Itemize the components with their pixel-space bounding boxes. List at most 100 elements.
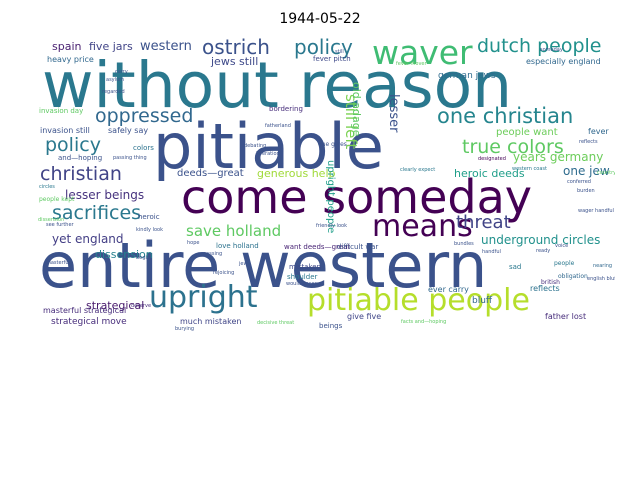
cloud-word: western coast	[512, 166, 547, 172]
cloud-word: heavy price	[47, 55, 94, 64]
cloud-word: english bluff	[587, 276, 615, 282]
cloud-word: friendly look	[316, 223, 347, 229]
cloud-word: decisive threat	[257, 320, 295, 326]
cloud-word: still left	[342, 94, 360, 150]
cloud-word: masterful strategical	[43, 306, 127, 315]
cloud-word: someday	[540, 47, 563, 53]
cloud-word: reflects	[530, 284, 560, 293]
cloud-word: bluff	[472, 296, 493, 306]
cloud-word: handful	[482, 249, 501, 255]
cloud-word: regarded	[102, 89, 125, 95]
cloud-word: underground circles	[481, 233, 601, 247]
cloud-word: generous help	[257, 167, 336, 180]
cloud-word: deeds—great	[177, 168, 244, 179]
chart-title: 1944-05-22	[279, 11, 361, 27]
cloud-word: burden	[577, 188, 595, 194]
cloud-word: pitiable	[153, 110, 384, 183]
cloud-word: policy	[45, 134, 101, 156]
cloud-word: love holland	[216, 242, 259, 250]
cloud-word: fatherland	[265, 123, 291, 129]
cloud-word: without reason	[42, 49, 513, 122]
cloud-word: british	[541, 279, 560, 286]
cloud-word: colors	[133, 144, 154, 152]
cloud-word: people want	[496, 127, 558, 138]
cloud-word: burying	[175, 326, 195, 332]
cloud-word: german jews	[438, 71, 496, 81]
cloud-word: save holland	[186, 222, 282, 240]
cloud-word: bordering	[269, 105, 303, 113]
cloud-word: wager handful	[578, 208, 614, 214]
cloud-word: policy	[294, 35, 353, 59]
cloud-word: christian	[40, 163, 122, 185]
cloud-word: means	[372, 209, 473, 244]
cloud-word: people	[554, 260, 575, 267]
cloud-word: years germany	[513, 150, 604, 164]
cloud-word: hope	[187, 240, 200, 246]
cloud-word: waver	[372, 34, 473, 72]
cloud-word: rejoicing	[213, 270, 235, 276]
cloud-word: one gives	[318, 141, 347, 148]
cloud-word: invasion day	[39, 107, 84, 115]
cloud-word: deserve	[131, 303, 152, 309]
cloud-word: still	[335, 49, 344, 55]
cloud-word: carry	[115, 69, 128, 75]
cloud-word: lesser	[386, 94, 401, 133]
cloud-word: asylum	[106, 77, 125, 83]
cloud-word: one jew	[563, 164, 610, 178]
cloud-word: strategical move	[51, 317, 127, 327]
cloud-word: country sacrifices	[597, 170, 615, 176]
cloud-word: one	[262, 133, 272, 139]
cloud-word: upright people	[325, 160, 336, 234]
cloud-word: father lost	[545, 312, 587, 321]
cloud-word: one christian	[437, 104, 574, 128]
word-cloud: without reason pitiable entire western c…	[35, 34, 615, 331]
cloud-word: voice	[555, 243, 569, 249]
cloud-word: beings	[319, 322, 343, 330]
cloud-word: sacrifices	[52, 202, 142, 224]
cloud-word: dissension	[38, 217, 65, 223]
cloud-word: fever	[588, 127, 609, 136]
cloud-word: spain	[52, 40, 82, 53]
cloud-word: strategical	[86, 299, 145, 312]
cloud-word: threat	[456, 212, 511, 233]
cloud-word: much mistaken	[180, 317, 242, 326]
cloud-word: ostrich	[202, 35, 270, 59]
cloud-word: designated	[478, 156, 506, 162]
cloud-word: mistaken	[289, 263, 321, 271]
cloud-word: entire western	[39, 229, 488, 302]
cloud-word: passing	[203, 251, 223, 257]
cloud-word: facts and—hoping	[401, 319, 447, 325]
cloud-word: nearing	[593, 263, 613, 269]
cloud-word: oppressed	[95, 105, 194, 127]
cloud-word: difficult war	[337, 243, 379, 251]
cloud-word: liberation	[256, 151, 280, 157]
cloud-word: safely say	[108, 126, 149, 135]
cloud-word: dissension	[95, 248, 153, 261]
cloud-word: ever carry	[428, 285, 469, 294]
cloud-word: debating	[244, 143, 267, 149]
cloud-word: yet england	[52, 232, 124, 246]
cloud-word: fever pitch	[313, 55, 351, 63]
cloud-word: kindly look	[136, 227, 163, 233]
cloud-word: obligation	[558, 273, 588, 280]
cloud-word: reflects	[579, 139, 598, 145]
cloud-word: clearly expect	[400, 167, 436, 173]
cloud-word: passing thing	[113, 155, 147, 161]
cloud-word: jew	[239, 261, 248, 267]
cloud-word: see further	[46, 222, 74, 228]
cloud-word: circles	[39, 184, 55, 190]
cloud-word: old adage	[350, 82, 363, 137]
cloud-word: bundles	[454, 241, 474, 247]
cloud-word: give five	[347, 312, 382, 321]
cloud-word: heroic deeds	[454, 167, 525, 180]
cloud-word: masterful	[46, 260, 70, 266]
cloud-word: and—hoping	[58, 154, 103, 162]
cloud-word: want deeds—great	[284, 243, 351, 251]
cloud-word: lesser beings	[65, 188, 145, 202]
cloud-word: dutch people	[477, 35, 602, 57]
cloud-word: fever mover	[396, 61, 427, 67]
cloud-word: invasion still	[40, 126, 90, 135]
cloud-word: come someday	[181, 170, 532, 224]
cloud-word: pitiable people	[307, 283, 530, 318]
cloud-word: upright	[149, 280, 258, 315]
